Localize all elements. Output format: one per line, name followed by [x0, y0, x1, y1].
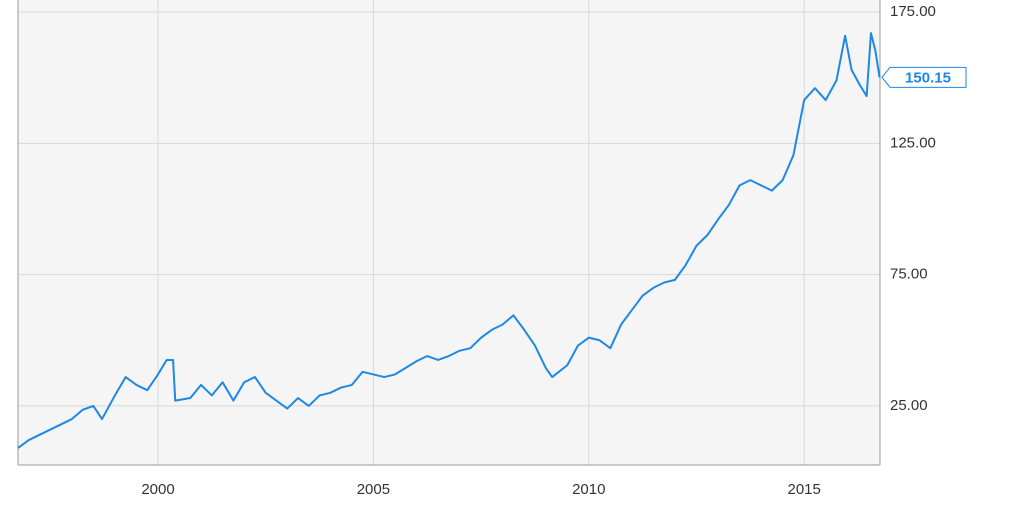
last-value-label: 150.15 [905, 69, 951, 86]
x-tick-label: 2000 [141, 481, 174, 498]
last-value-tag [881, 66, 967, 88]
price-line [17, 32, 881, 449]
y-tick-label: 125.00 [890, 134, 936, 151]
x-tick-label: 2010 [572, 481, 605, 498]
y-tick-label: 25.00 [890, 397, 928, 414]
x-tick-label: 2015 [787, 481, 820, 498]
y-tick-label: 175.00 [890, 3, 936, 20]
y-tick-label: 75.00 [890, 266, 928, 283]
plot-area [18, 0, 880, 465]
x-tick-label: 2005 [357, 481, 390, 498]
